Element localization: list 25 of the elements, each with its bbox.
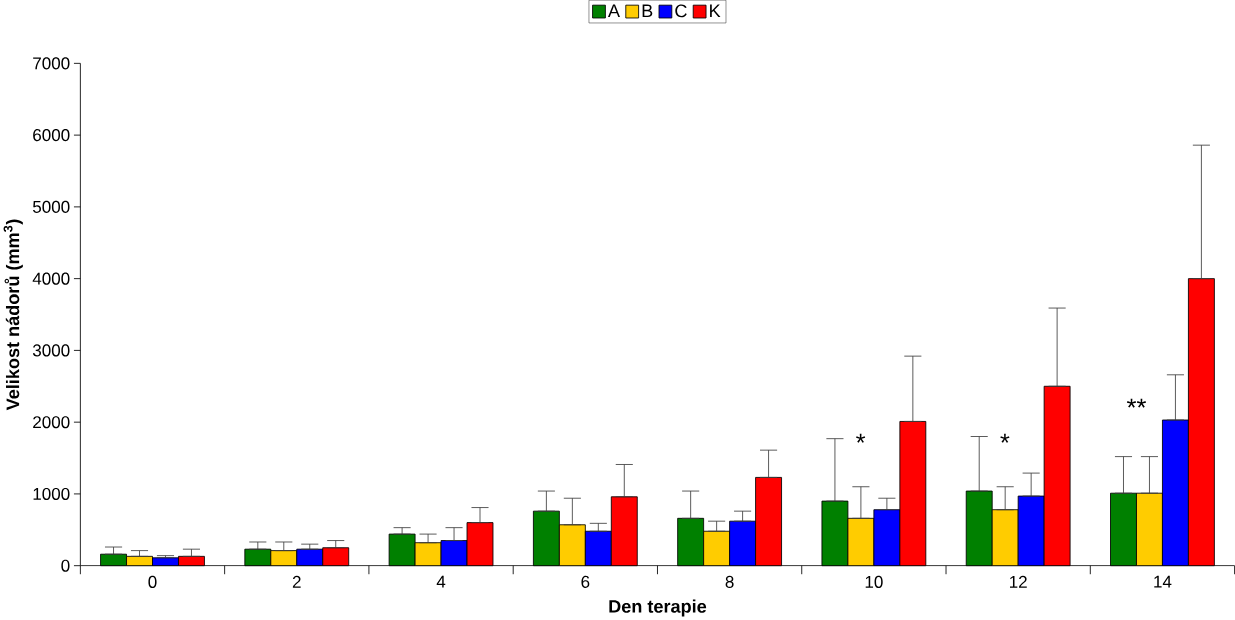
y-tick-label: 3000: [32, 344, 70, 357]
y-tick-label: 1000: [33, 487, 70, 500]
x-tick-label: 4: [436, 575, 446, 588]
x-tick-label: 10: [865, 575, 883, 588]
y-tick-label: 2000: [33, 416, 70, 429]
legend-label: C: [675, 4, 687, 18]
annotation: *: [1000, 433, 1010, 443]
y-tick-label: 5000: [32, 200, 70, 213]
y-tick-label: 6000: [33, 129, 70, 142]
x-tick-label: 2: [292, 575, 301, 588]
x-tick-label: 12: [1009, 575, 1027, 588]
legend-label: K: [710, 4, 721, 18]
x-tick-label: 0: [148, 575, 157, 588]
annotation: *: [856, 433, 866, 443]
y-tick-label: 7000: [33, 57, 70, 70]
x-axis-title: Den terapie: [609, 599, 707, 617]
x-tick-label: 14: [1154, 575, 1172, 588]
legend-label: A: [607, 4, 620, 18]
x-tick-label: 8: [725, 575, 734, 588]
x-tick-label: 6: [581, 575, 590, 588]
legend-label: B: [642, 4, 653, 18]
y-tick-label: 4000: [32, 272, 70, 285]
annotation: **: [1126, 398, 1147, 408]
y-axis-title: Velikost nádorů (mm$^{3}$): [3, 219, 23, 411]
y-tick-label: 0: [61, 559, 70, 572]
